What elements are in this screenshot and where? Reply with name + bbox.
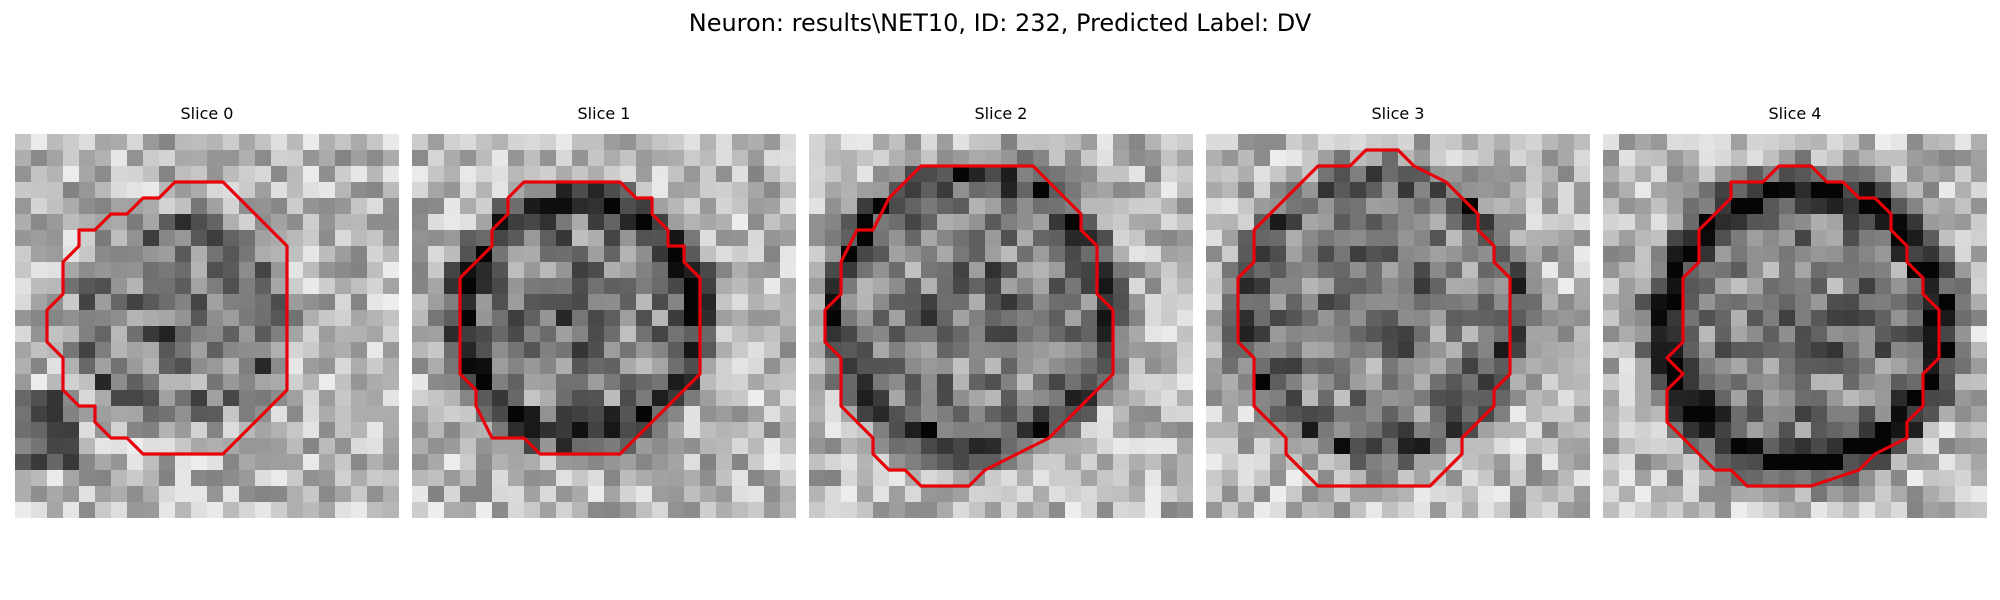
segmentation-contour <box>45 180 289 456</box>
slice-title: Slice 0 <box>180 104 234 123</box>
slice-image <box>1206 134 1590 518</box>
segmentation-contour <box>1236 148 1512 488</box>
segmentation-contour <box>823 164 1115 488</box>
slice-title: Slice 1 <box>577 104 631 123</box>
slice-panel-0: Slice 0 <box>15 104 399 520</box>
figure-title: Neuron: results\NET10, ID: 232, Predicte… <box>688 9 1312 37</box>
slice-pixels <box>1206 134 1590 518</box>
slice-pixels <box>1603 134 1987 518</box>
slice-image <box>15 134 399 518</box>
slice-pixels <box>15 134 399 518</box>
segmentation-contour <box>1665 164 1941 488</box>
slice-pixels <box>412 134 796 518</box>
slice-panel-2: Slice 2 <box>809 104 1193 520</box>
slice-panel-1: Slice 1 <box>412 104 796 520</box>
slice-title: Slice 2 <box>974 104 1028 123</box>
slice-title: Slice 4 <box>1768 104 1822 123</box>
slice-panel-4: Slice 4 <box>1603 104 1987 520</box>
slice-pixels <box>809 134 1193 518</box>
slice-panel-3: Slice 3 <box>1206 104 1590 520</box>
segmentation-contour <box>458 180 702 456</box>
slice-image <box>1603 134 1987 518</box>
slice-image <box>809 134 1193 518</box>
slice-image <box>412 134 796 518</box>
slice-title: Slice 3 <box>1371 104 1425 123</box>
